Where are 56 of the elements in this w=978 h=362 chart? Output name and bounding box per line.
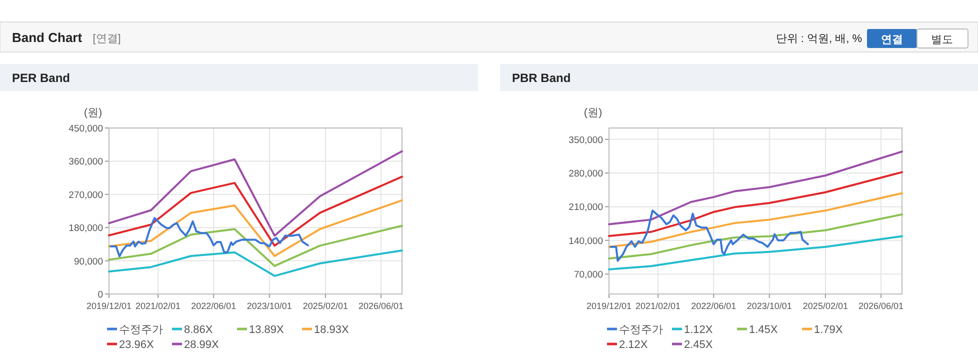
legend-label: 23.96X	[119, 339, 155, 351]
legend-label: 28.99X	[184, 339, 220, 351]
y-tick-label: 0	[98, 290, 103, 300]
line-series	[108, 150, 403, 237]
y-tick-label: 360,000	[68, 156, 103, 168]
y-tick-label: 210,000	[568, 202, 603, 214]
text: 연결	[881, 34, 903, 46]
x-tick-label: 2026/06/01	[858, 301, 904, 311]
y-tick-label: 90,000	[74, 256, 103, 268]
chart-title: PBR Band	[512, 71, 571, 85]
y-tick-label: 140,000	[568, 236, 603, 247]
line-series	[608, 213, 903, 260]
line-series	[108, 224, 403, 267]
x-tick-label: 2025/02/01	[802, 301, 848, 311]
y-tick-label: 180,000	[68, 223, 103, 234]
line-series	[608, 235, 903, 270]
legend-label: 2.12X	[619, 339, 648, 351]
legend-label: 18.93X	[314, 324, 350, 336]
legend-label: 1.45X	[749, 324, 778, 336]
text: [연결]	[92, 33, 121, 45]
line-series	[608, 150, 903, 226]
x-tick-label: 2025/02/01	[302, 301, 348, 311]
line-series	[110, 217, 309, 258]
y-axis-title: (원)	[584, 107, 602, 119]
text: Band Chart	[12, 30, 83, 45]
line-series	[610, 210, 809, 262]
text: 단위 : 억원, 배, %	[776, 33, 862, 45]
x-tick-label: 2023/10/01	[246, 301, 292, 311]
legend-label: 수정주가	[619, 324, 663, 336]
text: 별도	[931, 34, 953, 46]
x-tick-label: 2019/12/01	[86, 301, 132, 311]
line-series	[608, 192, 903, 248]
x-tick-label: 2022/06/01	[191, 301, 236, 311]
y-tick-label: 350,000	[568, 134, 603, 146]
x-tick-label: 2021/02/01	[636, 301, 681, 311]
line-series	[108, 249, 403, 277]
legend-label: 1.79X	[814, 324, 844, 336]
x-tick-label: 2019/12/01	[586, 301, 632, 311]
y-tick-label: 70,000	[574, 270, 603, 281]
legend-label: 2.45X	[684, 339, 714, 351]
y-tick-label: 280,000	[568, 168, 603, 180]
chart-title: PER Band	[12, 71, 70, 85]
y-tick-label: 450,000	[68, 124, 103, 134]
y-axis-title: (원)	[84, 107, 102, 119]
legend-label: 13.89X	[249, 324, 285, 336]
legend-label: 1.12X	[684, 324, 714, 336]
legend-label: 수정주가	[119, 324, 163, 336]
line-series	[108, 176, 403, 247]
x-tick-label: 2022/06/01	[691, 301, 736, 311]
y-tick-label: 270,000	[68, 190, 103, 201]
line-series	[608, 171, 903, 238]
line-series	[108, 199, 403, 257]
x-tick-label: 2023/10/01	[746, 301, 792, 311]
legend-label: 8.86X	[184, 324, 214, 336]
x-tick-label: 2021/02/01	[136, 301, 181, 311]
x-tick-label: 2026/06/01	[358, 301, 404, 311]
